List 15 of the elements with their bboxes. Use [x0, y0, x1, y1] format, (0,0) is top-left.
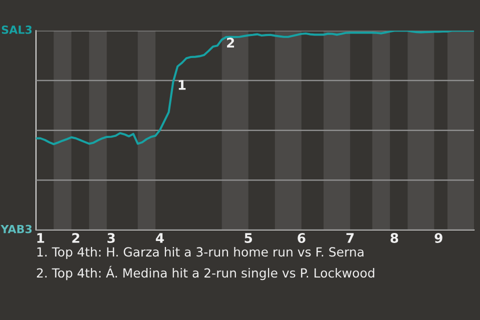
annotation: 2: [227, 38, 234, 48]
text: 1. Top 4th: H. Garza hit a 3-run home run vs F. Serna: [37, 246, 364, 260]
x-tick-label: 7: [346, 233, 354, 243]
text: 2. Top 4th: Á. Medina hit a 2-run single vs P. Lockwood: [36, 266, 374, 280]
x-tick-label: 6: [298, 233, 306, 243]
text: SAL3: [2, 26, 32, 34]
x-tick-label: 2: [72, 233, 80, 243]
annotation: 1: [178, 80, 186, 90]
x-tick-label: 1: [37, 233, 44, 243]
x-tick-label: 4: [156, 233, 164, 243]
x-tick-label: 3: [108, 233, 115, 243]
x-tick-label: 9: [434, 233, 442, 243]
text: YAB3: [0, 224, 32, 234]
x-tick-label: 8: [390, 233, 398, 243]
x-tick-label: 5: [244, 233, 252, 243]
